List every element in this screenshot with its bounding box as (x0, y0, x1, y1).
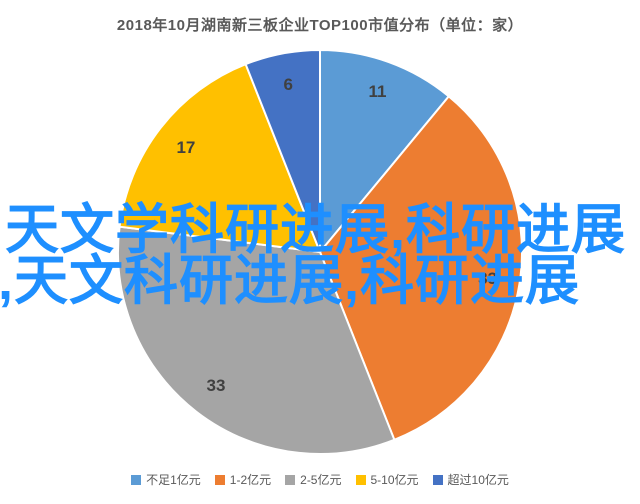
legend-item-2: 2-5亿元 (285, 471, 342, 488)
pie-slice-0 (319, 49, 450, 253)
legend-item-0: 不足1亿元 (131, 471, 201, 488)
legend-item-label: 1-2亿元 (229, 473, 272, 487)
pie-slice-1 (319, 95, 523, 441)
legend-swatch-icon (131, 474, 142, 485)
pie-slice-2 (117, 225, 396, 455)
legend-item-4: 超过10亿元 (432, 471, 509, 488)
chart-title: 2018年10月湖南新三板企业TOP100市值分布（单位：家） (116, 17, 524, 34)
legend-swatch-icon (355, 474, 366, 485)
legend-swatch-icon (214, 474, 225, 485)
legend-item-label: 超过10亿元 (447, 473, 509, 487)
legend-item-label: 不足1亿元 (146, 473, 201, 487)
legend-swatch-icon (432, 474, 443, 485)
legend-item-label: 2-5亿元 (300, 473, 342, 487)
legend-item-label: 5-10亿元 (370, 473, 419, 487)
legend-item-3: 5-10亿元 (355, 471, 419, 488)
legend-item-1: 1-2亿元 (214, 471, 272, 488)
pie-slice-3 (118, 63, 321, 253)
chart-legend: 不足1亿元 1-2亿元 2-5亿元 5-10亿元 超过10亿元 (0, 471, 640, 488)
legend-swatch-icon (285, 474, 296, 485)
pie-slice-4 (244, 49, 321, 253)
